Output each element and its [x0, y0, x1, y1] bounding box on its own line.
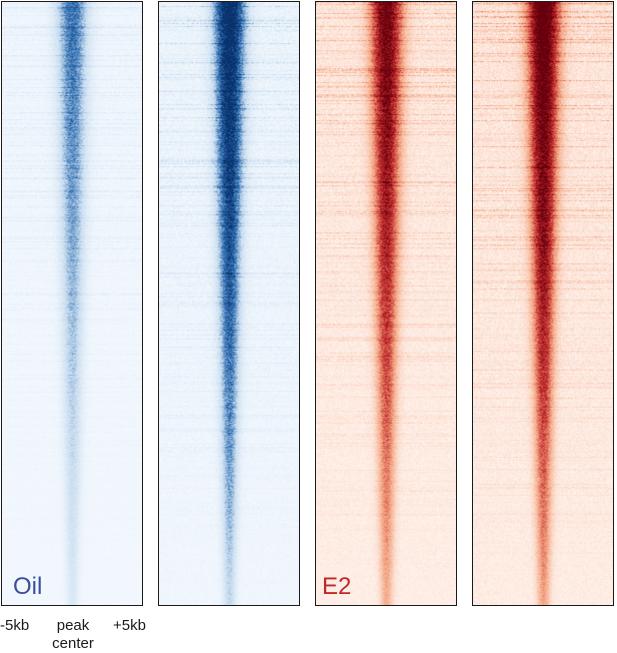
heatmap-panel-e2-1	[315, 1, 457, 606]
heatmap-canvas-oil-2	[159, 2, 299, 605]
heatmap-canvas-e2-1	[316, 2, 456, 605]
heatmap-canvas-oil-1	[2, 2, 142, 605]
heatmap-panel-oil-1	[1, 1, 143, 606]
condition-label-oil: Oil	[13, 573, 43, 600]
x-tick-label-peak-center: peak center	[52, 617, 94, 652]
x-tick-label-minus-5kb: -5kb	[0, 617, 30, 634]
condition-label-e2: E2	[322, 573, 352, 600]
heatmap-canvas-e2-2	[473, 2, 613, 605]
heatmap-panel-oil-2	[158, 1, 300, 606]
heatmap-panel-e2-2	[472, 1, 614, 606]
x-tick-label-plus-5kb: +5kb	[113, 617, 146, 634]
